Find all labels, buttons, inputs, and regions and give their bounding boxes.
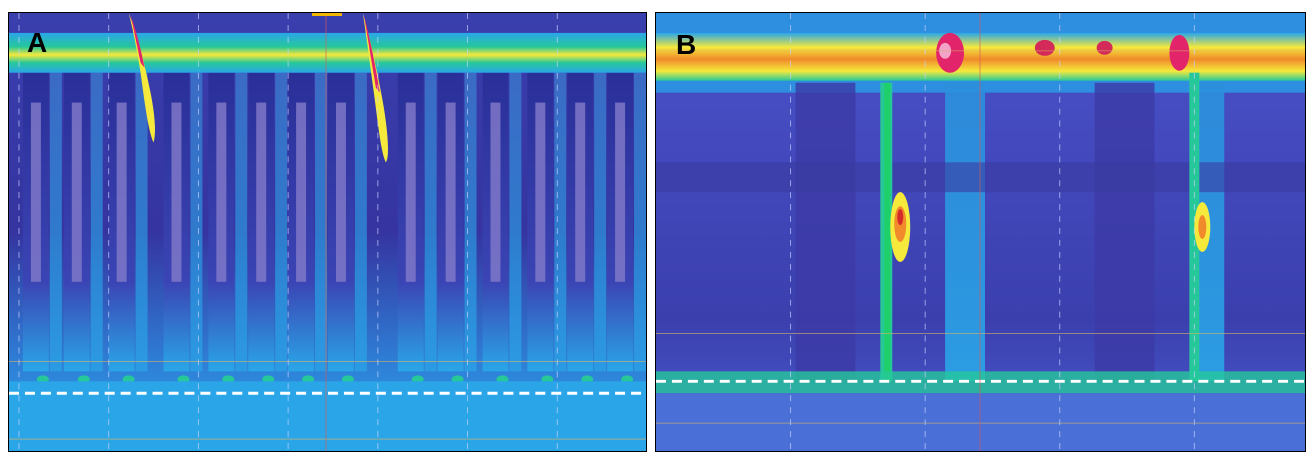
light-stripe-a <box>275 72 288 372</box>
pale-core-a <box>335 102 346 282</box>
green-core-b1 <box>884 82 891 382</box>
pale-core-a <box>171 102 182 282</box>
light-stripe-a <box>634 72 646 372</box>
peak-a2 <box>363 14 380 93</box>
pale-core-a <box>216 102 227 282</box>
marker-tick <box>312 13 342 16</box>
light-stripe-a <box>509 72 522 372</box>
light-stripe-a <box>424 72 437 372</box>
light-stripe-a <box>354 72 367 372</box>
lower-zone-b <box>656 393 1305 451</box>
pale-core-a <box>71 102 82 282</box>
peak-a1 <box>130 14 145 68</box>
light-stripe-a <box>464 72 477 372</box>
dark-column-b1 <box>795 82 856 382</box>
pale-core-a <box>445 102 456 282</box>
pale-core-a <box>405 102 416 282</box>
light-stripe-a <box>554 72 567 372</box>
upper-band-b <box>656 32 1305 81</box>
pale-core-a <box>535 102 546 282</box>
wave-peak-b1 <box>897 209 904 226</box>
light-stripe-a <box>135 72 148 372</box>
panel-label-a: A <box>27 27 48 58</box>
pale-core-a <box>116 102 127 282</box>
panel-label-b: B <box>676 29 697 60</box>
panel-b: B <box>655 12 1306 452</box>
light-stripe-a <box>315 72 328 372</box>
pressure-topography-plot-b <box>656 13 1305 451</box>
panel-a: A <box>8 12 647 452</box>
light-stripe-a <box>90 72 103 372</box>
light-stripe-a <box>235 72 248 372</box>
light-column-b1 <box>945 82 985 382</box>
light-stripe-a <box>190 72 203 372</box>
peak-b2 <box>1169 34 1190 71</box>
light-stripe-a <box>594 72 607 372</box>
contraction-wave-a1 <box>128 13 155 143</box>
hotspot-b2 <box>1096 40 1113 55</box>
stripes-a <box>22 72 646 384</box>
upper-band-a <box>9 32 646 73</box>
pressure-topography-plot-a <box>9 13 646 451</box>
dark-column-b2 <box>1094 82 1155 382</box>
pale-core-a <box>490 102 501 282</box>
pale-core-a <box>256 102 267 282</box>
wave-core-b2 <box>1198 215 1207 239</box>
pale-core-a <box>296 102 307 282</box>
pale-core-a <box>575 102 586 282</box>
pale-core-a <box>615 102 626 282</box>
hotspot-b1 <box>1034 39 1055 56</box>
grid-b <box>790 13 1195 451</box>
grid-a <box>18 13 558 451</box>
dark-row-b <box>656 162 1305 193</box>
pale-core-a <box>30 102 41 282</box>
lower-zone-a <box>9 381 646 451</box>
light-stripe-a <box>49 72 62 372</box>
contraction-wave-a2 <box>362 13 388 163</box>
